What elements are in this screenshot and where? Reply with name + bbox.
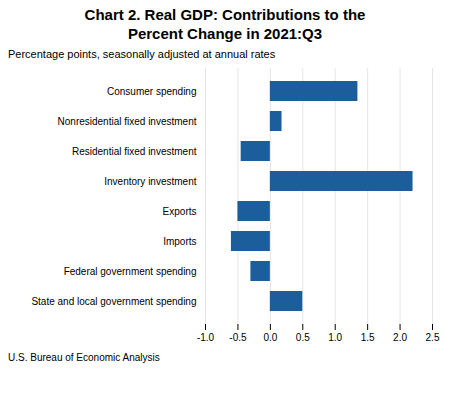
svg-text:2.0: 2.0	[393, 331, 407, 342]
svg-text:Federal government spending: Federal government spending	[64, 265, 197, 276]
svg-text:0.0: 0.0	[263, 331, 277, 342]
svg-text:-1.0: -1.0	[197, 331, 215, 342]
svg-text:Residential fixed investment: Residential fixed investment	[72, 145, 197, 156]
svg-text:Exports: Exports	[163, 205, 197, 216]
svg-text:-0.5: -0.5	[229, 331, 247, 342]
html-text:Percentage points, seasonally: Percentage points, seasonally adjusted a…	[8, 47, 276, 60]
html-text:U.S. Bureau of Economic Analys: U.S. Bureau of Economic Analysis	[8, 351, 160, 363]
svg-text:Consumer spending: Consumer spending	[107, 85, 197, 96]
svg-text:2.5: 2.5	[426, 331, 440, 342]
svg-text:Imports: Imports	[163, 235, 196, 246]
svg-text:Nonresidential fixed investmen: Nonresidential fixed investment	[58, 115, 197, 126]
svg-text:Inventory investment: Inventory investment	[104, 175, 196, 186]
svg-text:1.5: 1.5	[361, 331, 375, 342]
svg-text:1.0: 1.0	[328, 331, 342, 342]
html-text:Chart 2. Real GDP: Contributio: Chart 2. Real GDP: Contributions to the …	[84, 6, 366, 42]
svg-text:0.5: 0.5	[296, 331, 310, 342]
svg-text:State and local government spe: State and local government spending	[31, 295, 196, 306]
